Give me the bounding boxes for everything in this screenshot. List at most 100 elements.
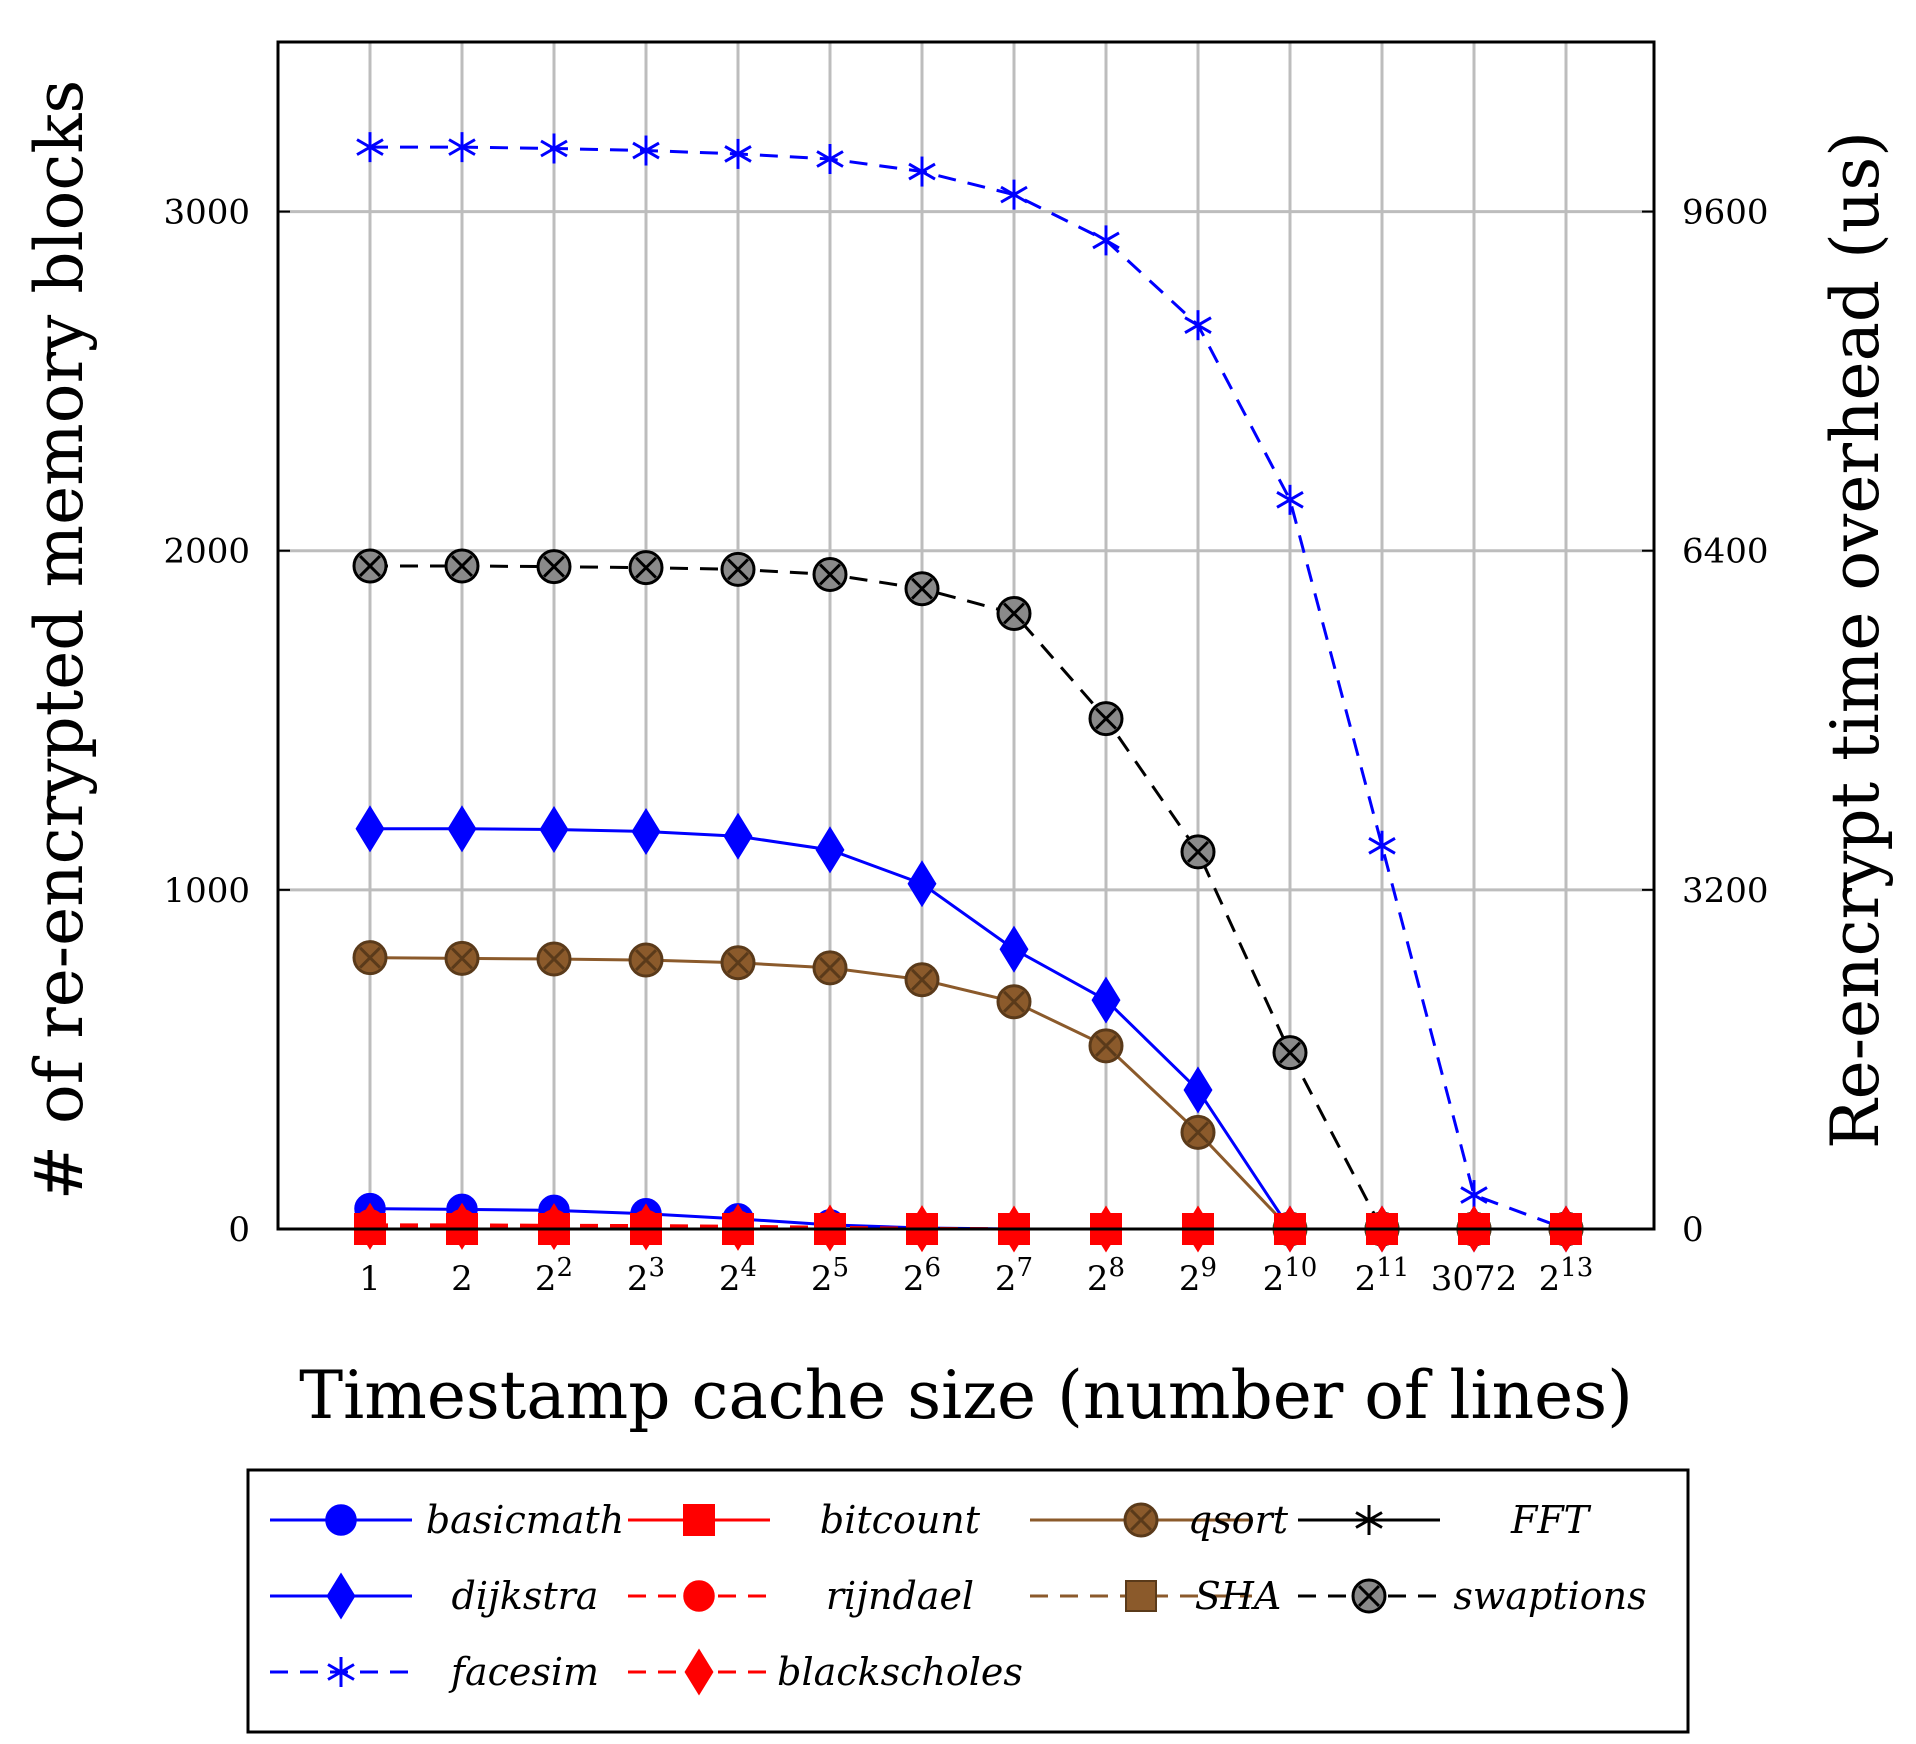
data-point-facesim bbox=[1276, 484, 1304, 515]
y-tick-label: 3000 bbox=[163, 193, 250, 233]
legend-item-FFT: FFT bbox=[1298, 1498, 1592, 1542]
data-point-swaptions bbox=[1088, 701, 1124, 737]
legend-item-basicmath: basicmath bbox=[270, 1498, 624, 1542]
legend-marker-bitcount bbox=[683, 1504, 715, 1536]
data-point-facesim bbox=[908, 156, 936, 187]
data-point-dijkstra bbox=[907, 860, 937, 908]
legend-item-dijkstra: dijkstra bbox=[270, 1572, 599, 1620]
series-dijkstra bbox=[355, 805, 1581, 1253]
legend-item-SHA: SHA bbox=[1030, 1574, 1281, 1618]
data-point-dijkstra bbox=[447, 805, 477, 853]
data-point-dijkstra bbox=[355, 805, 385, 853]
legend-label-bitcount: bitcount bbox=[820, 1498, 981, 1542]
data-point-qsort bbox=[904, 962, 940, 998]
legend-marker-FFT bbox=[1355, 1505, 1383, 1535]
x-tick-label: 2 bbox=[451, 1259, 473, 1299]
x-tick-label: 28 bbox=[1087, 1253, 1125, 1299]
y2-tick-label: 0 bbox=[1682, 1210, 1704, 1250]
data-point-facesim bbox=[448, 132, 476, 163]
legend-item-rijndael: rijndael bbox=[628, 1574, 974, 1618]
series-swaptions bbox=[352, 548, 1584, 1247]
data-point-qsort bbox=[536, 941, 572, 977]
legend-marker-SHA bbox=[1125, 1580, 1157, 1612]
x-tick-label: 29 bbox=[1179, 1253, 1217, 1299]
legend-label-SHA: SHA bbox=[1195, 1574, 1282, 1618]
data-point-swaptions bbox=[536, 549, 572, 585]
data-point-qsort bbox=[812, 950, 848, 986]
data-point-blackscholes bbox=[539, 1203, 569, 1251]
plot-frame bbox=[276, 40, 1656, 1231]
x-tick-label: 211 bbox=[1355, 1253, 1410, 1299]
data-point-dijkstra bbox=[539, 805, 569, 854]
legend-item-blackscholes: blackscholes bbox=[628, 1648, 1023, 1696]
x-tick-label: 213 bbox=[1539, 1253, 1594, 1299]
legend-marker-basicmath bbox=[325, 1504, 357, 1536]
y2-tick-label: 3200 bbox=[1682, 871, 1769, 911]
data-point-swaptions bbox=[352, 548, 388, 584]
data-point-qsort bbox=[720, 945, 756, 981]
data-point-facesim bbox=[816, 144, 844, 175]
legend-label-rijndael: rijndael bbox=[826, 1574, 974, 1618]
data-point-facesim bbox=[1000, 179, 1028, 210]
data-point-swaptions bbox=[812, 556, 848, 592]
y2-tick-label: 6400 bbox=[1682, 532, 1769, 572]
legend-marker-dijkstra bbox=[326, 1572, 356, 1620]
data-point-swaptions bbox=[904, 571, 940, 607]
series-layer bbox=[352, 132, 1584, 1253]
series-line-facesim bbox=[370, 145, 1567, 1231]
data-point-facesim bbox=[540, 133, 568, 164]
legend-marker-facesim bbox=[327, 1657, 355, 1687]
data-point-blackscholes bbox=[723, 1203, 753, 1251]
data-point-swaptions bbox=[720, 551, 756, 587]
data-point-qsort bbox=[444, 940, 480, 976]
data-point-qsort bbox=[352, 940, 388, 976]
data-point-facesim bbox=[1184, 310, 1212, 341]
legend-label-dijkstra: dijkstra bbox=[452, 1574, 599, 1618]
data-point-dijkstra bbox=[1091, 976, 1121, 1024]
y2-axis-ticks: 0 3200 6400 9600 bbox=[1642, 193, 1769, 1250]
legend-marker-qsort bbox=[1123, 1502, 1159, 1538]
legend-marker-rijndael bbox=[683, 1580, 715, 1612]
y2-tick-label: 9600 bbox=[1682, 193, 1769, 233]
data-point-blackscholes bbox=[631, 1203, 661, 1251]
x-axis-title: Timestamp cache size (number of lines) bbox=[299, 1357, 1633, 1434]
y-tick-label: 0 bbox=[228, 1210, 250, 1250]
x-tick-label: 24 bbox=[719, 1253, 757, 1299]
y2-axis-title: Re-encrypt time overhead (us) bbox=[1817, 131, 1894, 1149]
legend-label-swaptions: swaptions bbox=[1453, 1574, 1646, 1618]
legend-label-facesim: facesim bbox=[448, 1650, 599, 1694]
legend-item-bitcount: bitcount bbox=[628, 1498, 981, 1542]
legend-label-FFT: FFT bbox=[1510, 1498, 1592, 1542]
x-tick-label: 25 bbox=[811, 1253, 849, 1299]
x-tick-label: 1 bbox=[359, 1259, 381, 1299]
data-point-swaptions bbox=[628, 550, 664, 586]
data-point-facesim bbox=[356, 132, 384, 163]
legend-label-basicmath: basicmath bbox=[426, 1498, 624, 1542]
data-point-swaptions bbox=[444, 548, 480, 584]
data-point-dijkstra bbox=[723, 812, 753, 860]
series-line-qsort bbox=[369, 956, 1566, 1231]
data-point-facesim bbox=[632, 135, 660, 166]
data-point-facesim bbox=[1368, 830, 1396, 861]
data-point-qsort bbox=[1088, 1028, 1124, 1064]
legend-label-qsort: qsort bbox=[1188, 1498, 1289, 1542]
legend-marker-blackscholes bbox=[684, 1648, 714, 1696]
data-point-facesim bbox=[1460, 1180, 1488, 1211]
series-line-swaptions bbox=[370, 564, 1566, 1231]
data-point-dijkstra bbox=[631, 807, 661, 856]
legend-box bbox=[246, 1468, 1690, 1734]
data-point-swaptions bbox=[1180, 834, 1216, 870]
legend-label-blackscholes: blackscholes bbox=[777, 1650, 1023, 1694]
legend: basicmath bitcount qsort FFT dijkstra rijndae… bbox=[270, 1498, 1647, 1696]
data-point-facesim bbox=[1092, 225, 1120, 256]
y-axis-title: # of re-encrypted memory blocks bbox=[21, 80, 98, 1200]
data-point-blackscholes bbox=[447, 1202, 477, 1250]
legend-item-swaptions: swaptions bbox=[1298, 1574, 1647, 1618]
data-point-qsort bbox=[996, 984, 1032, 1020]
data-point-swaptions bbox=[996, 595, 1032, 631]
x-tick-label: 210 bbox=[1263, 1253, 1318, 1299]
legend-item-qsort: qsort bbox=[1030, 1498, 1289, 1542]
data-point-facesim bbox=[724, 138, 752, 169]
data-point-qsort bbox=[628, 942, 664, 978]
